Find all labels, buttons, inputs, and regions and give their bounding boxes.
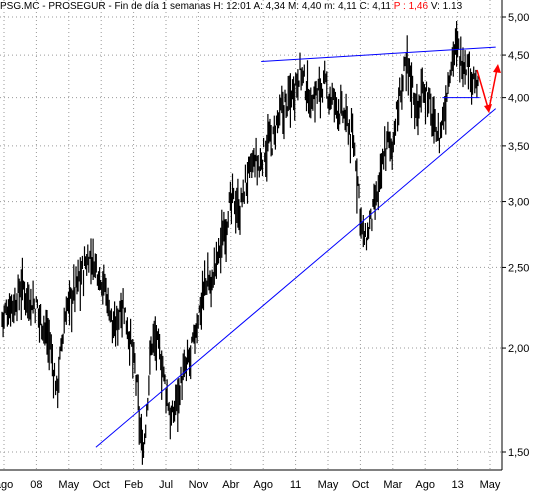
- x-tick-label: ago: [0, 479, 13, 491]
- arrow-up-shaft: [488, 68, 498, 110]
- chart-header: PSG.MC - PROSEGUR - Fin de día 1 semanas…: [0, 0, 533, 13]
- high-label: H: 12:01: [213, 1, 252, 12]
- open-label: A: 4,34: [253, 1, 286, 12]
- arrow-down-shaft: [476, 69, 489, 109]
- x-tick-label: May: [480, 479, 501, 491]
- x-tick-label: Mar: [383, 479, 402, 491]
- change-label: P : 1,46: [393, 1, 429, 12]
- symbol-label: PSG.MC - PROSEGUR - Fin de día 1 semanas: [0, 1, 211, 12]
- y-tick-label: 3,00: [508, 197, 529, 209]
- y-tick-label: 5,00: [508, 12, 529, 24]
- x-tick-label: 13: [451, 479, 463, 491]
- arrow-down-head: [484, 104, 492, 113]
- x-tick-label: Oct: [93, 479, 110, 491]
- y-tick-label: 4,50: [508, 50, 529, 62]
- x-tick-label: May: [58, 479, 79, 491]
- x-tick-label: Feb: [124, 479, 143, 491]
- x-tick-label: May: [318, 479, 339, 491]
- trendline-upper-resistance: [261, 46, 496, 62]
- y-tick-label: 3,50: [508, 141, 529, 153]
- x-tick-label: Jul: [159, 479, 173, 491]
- y-tick-label: 2,50: [508, 262, 529, 274]
- arrow-up-head: [493, 64, 501, 73]
- x-tick-label: Nov: [189, 479, 209, 491]
- y-tick-label: 2,00: [508, 343, 529, 355]
- x-tick-label: 08: [30, 479, 42, 491]
- y-tick-label: 1,50: [508, 447, 529, 459]
- y-tick-label: 4,00: [508, 93, 529, 105]
- volume-label: V: 1.13: [430, 1, 463, 12]
- close-label: C: 4,11: [359, 1, 391, 12]
- x-tick-label: Abr: [222, 479, 239, 491]
- x-tick-label: Ago: [253, 479, 273, 491]
- min-label: m: 4,11: [324, 1, 357, 12]
- x-tick-label: 11: [290, 479, 301, 491]
- trendline-lower-support: [95, 108, 497, 448]
- max-label: M: 4,40: [287, 1, 322, 12]
- x-tick-label: Oct: [352, 479, 369, 491]
- x-tick-label: Ago: [415, 479, 435, 491]
